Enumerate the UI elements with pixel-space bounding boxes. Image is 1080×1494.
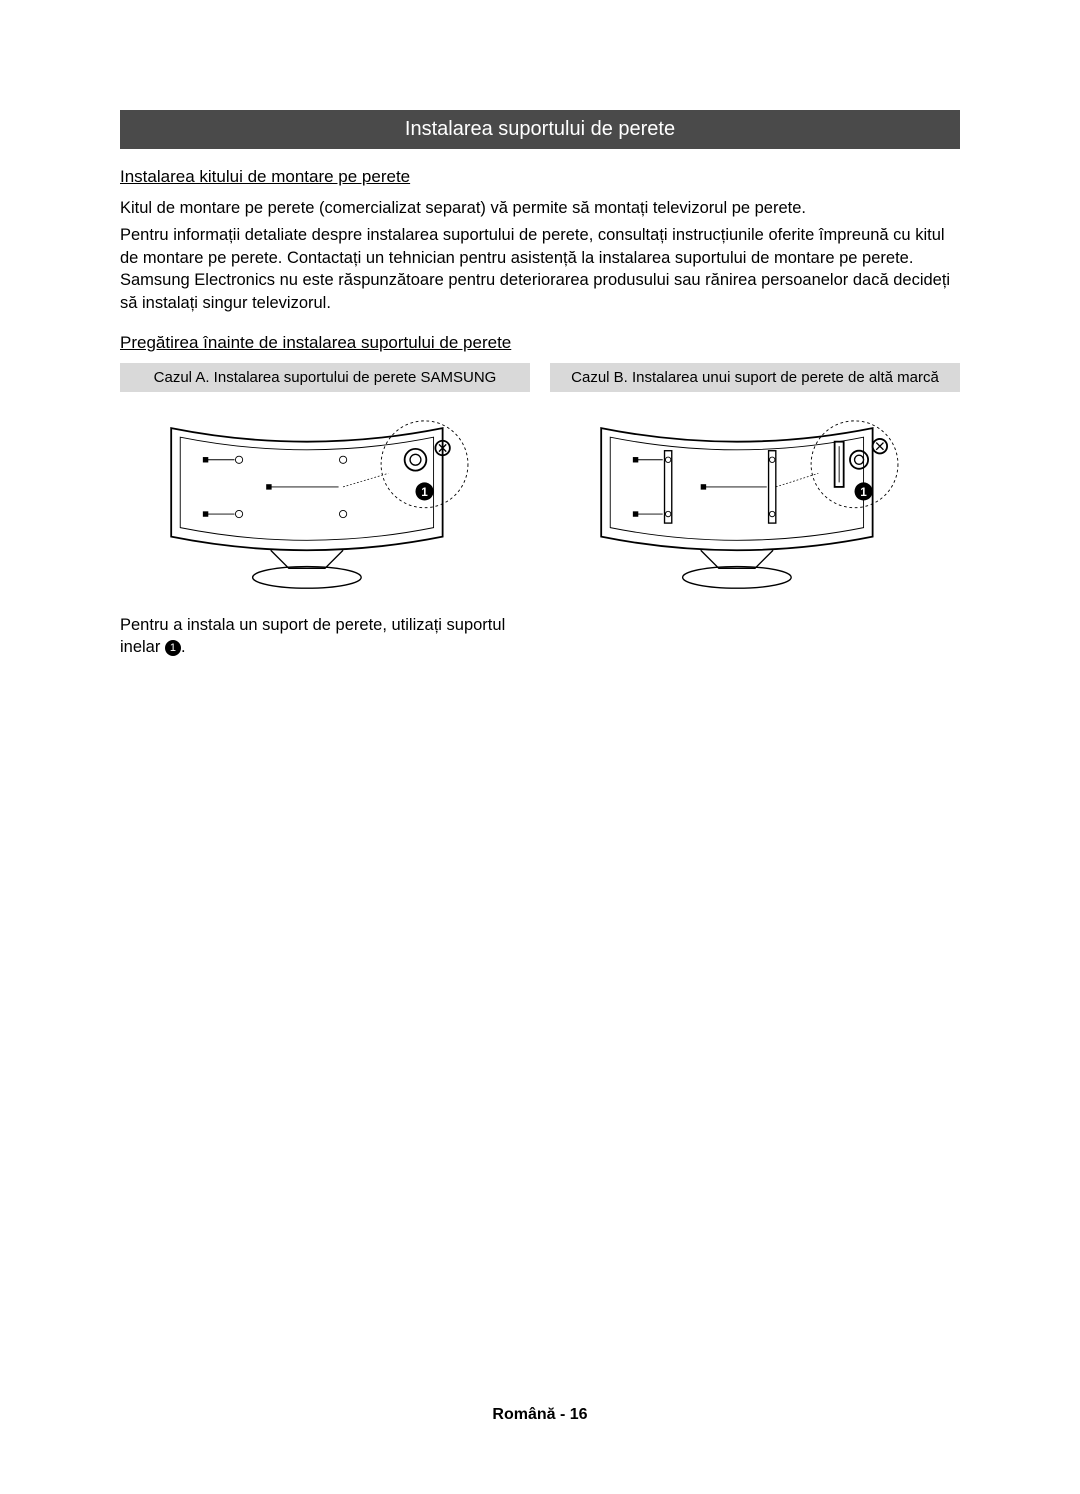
- caption-number-circled: 1: [165, 640, 181, 656]
- tv-mount-diagram-a-icon: 1: [120, 410, 530, 600]
- section-title: Instalarea suportului de perete: [405, 118, 675, 140]
- case-b-illustration: 1: [550, 410, 960, 600]
- callout-number-a: 1: [421, 486, 428, 499]
- paragraph-2: Pentru informații detaliate despre insta…: [120, 224, 960, 315]
- page-footer: Română - 16: [0, 1406, 1080, 1424]
- cases-row: Cazul A. Instalarea suportului de perete…: [120, 363, 960, 659]
- case-b: Cazul B. Instalarea unui suport de peret…: [550, 363, 960, 659]
- caption-text: Pentru a instala un suport de perete, ut…: [120, 614, 530, 659]
- case-b-label: Cazul B. Instalarea unui suport de peret…: [550, 363, 960, 392]
- subheading-preparation: Pregătirea înainte de instalarea suportu…: [120, 333, 960, 353]
- page-number: Română - 16: [492, 1406, 587, 1423]
- section-title-bar: Instalarea suportului de perete: [120, 110, 960, 149]
- tv-mount-diagram-b-icon: 1: [550, 410, 960, 600]
- callout-number-b: 1: [860, 486, 867, 499]
- case-a-label: Cazul A. Instalarea suportului de perete…: [120, 363, 530, 392]
- paragraph-1: Kitul de montare pe perete (comercializa…: [120, 197, 960, 220]
- case-a-illustration: 1: [120, 410, 530, 600]
- subheading-install-kit: Instalarea kitului de montare pe perete: [120, 167, 960, 187]
- case-a: Cazul A. Instalarea suportului de perete…: [120, 363, 530, 659]
- caption-post: .: [181, 638, 186, 656]
